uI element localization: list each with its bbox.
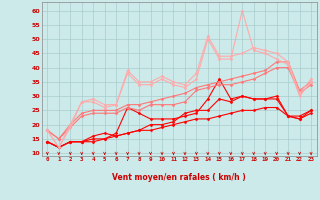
X-axis label: Vent moyen/en rafales ( km/h ): Vent moyen/en rafales ( km/h ) <box>112 174 246 182</box>
